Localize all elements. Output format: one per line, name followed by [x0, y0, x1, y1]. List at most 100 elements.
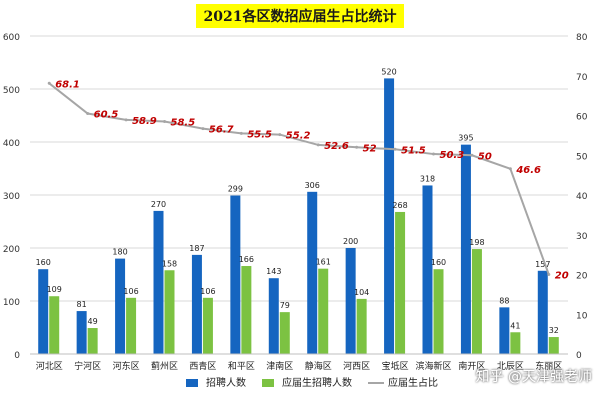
bar [126, 297, 137, 354]
bar [153, 210, 164, 354]
bar [279, 312, 290, 354]
line-point [124, 118, 128, 122]
bar-value-label: 268 [392, 201, 407, 210]
line-point [316, 143, 320, 147]
line-value-label: 50.3 [440, 150, 465, 161]
y-left-tick-label: 200 [3, 245, 20, 255]
bar [422, 185, 433, 354]
line-value-label: 50 [478, 151, 492, 162]
bar-value-label: 109 [47, 285, 62, 294]
x-tick-label: 北辰区 [497, 361, 524, 372]
legend-swatch [186, 379, 198, 387]
bar-value-label: 166 [239, 255, 254, 264]
line-point [470, 153, 474, 157]
y-right-tick-label: 30 [576, 232, 588, 242]
line-value-label: 68.1 [55, 79, 80, 90]
line-point [508, 167, 512, 171]
x-tick-label: 蓟州区 [151, 360, 178, 372]
bar [115, 258, 126, 354]
bar [230, 195, 241, 354]
x-tick-label: 河东区 [113, 360, 140, 372]
legend-label: 应届生招聘人数 [282, 376, 352, 389]
bar [202, 297, 213, 354]
y-right-tick-label: 50 [576, 152, 588, 162]
y-left-tick-label: 600 [3, 33, 20, 43]
y-left-tick-label: 500 [3, 86, 20, 96]
x-tick-label: 南开区 [458, 360, 485, 372]
line-point [201, 127, 205, 131]
bar [87, 328, 98, 354]
legend-swatch [262, 379, 274, 387]
bar-value-label: 270 [151, 200, 166, 209]
bar [164, 270, 175, 354]
x-tick-label: 滨海新区 [415, 360, 451, 372]
bar-value-label: 158 [162, 259, 177, 268]
bar-value-label: 299 [228, 185, 243, 194]
line-value-label: 52 [363, 143, 377, 154]
line-value-label: 46.6 [515, 165, 541, 176]
bar [384, 78, 395, 355]
line-point [278, 133, 282, 137]
bar-value-label: 160 [431, 258, 446, 267]
bar [49, 296, 60, 354]
y-left-tick-label: 400 [3, 139, 20, 149]
bar-value-label: 88 [499, 296, 509, 305]
line-series [48, 82, 550, 275]
legend-label: 应届生占比 [388, 376, 438, 389]
line-point [355, 145, 359, 149]
y-left-tick-label: 0 [14, 351, 20, 361]
bar-value-label: 106 [123, 287, 138, 296]
bar-value-label: 32 [549, 326, 559, 335]
watermark: 知乎 @天津强老师 [475, 369, 592, 385]
line-value-label: 52.6 [324, 141, 349, 152]
bar [499, 307, 510, 354]
x-tick-label: 和平区 [228, 361, 255, 372]
y-right-tick-label: 10 [576, 311, 588, 321]
bar-value-label: 200 [343, 237, 358, 246]
line-point [547, 273, 551, 276]
bar-value-label: 161 [316, 258, 331, 267]
line-point [47, 81, 51, 85]
bar-value-label: 160 [36, 258, 51, 267]
x-tick-label: 西青区 [189, 360, 216, 372]
bar [268, 278, 279, 354]
bar-value-label: 81 [77, 300, 87, 309]
bar [241, 266, 252, 354]
line-point [163, 119, 166, 123]
y-right-tick-label: 40 [576, 192, 588, 202]
line-point [393, 147, 397, 151]
y-right-tick-label: 0 [576, 351, 582, 361]
x-tick-label: 静海区 [305, 360, 332, 372]
y-left-tick-label: 100 [3, 298, 20, 308]
bar-value-label: 143 [266, 267, 281, 276]
x-tick-label: 宁河区 [74, 360, 101, 372]
bar-value-label: 180 [112, 248, 127, 257]
bar [307, 191, 318, 354]
y-right-tick-label: 20 [576, 272, 588, 282]
bar [548, 337, 559, 354]
line-value-label: 20 [555, 271, 569, 282]
y-right-tick-label: 70 [576, 73, 588, 83]
bar-value-label: 49 [88, 317, 98, 326]
y-right-tick-label: 60 [576, 113, 588, 123]
bar [356, 298, 367, 354]
x-tick-label: 河西区 [343, 360, 370, 372]
bar-value-label: 104 [354, 288, 369, 297]
line-value-label: 58.5 [171, 117, 196, 128]
bar-value-label: 41 [510, 321, 520, 330]
bar-value-label: 306 [305, 181, 320, 190]
bar [318, 268, 329, 354]
x-tick-label: 东丽区 [535, 360, 562, 372]
line-point [239, 131, 243, 135]
bar-value-label: 198 [469, 238, 484, 247]
bar [510, 332, 521, 354]
line-value-label: 55.5 [247, 129, 272, 140]
line-point [432, 152, 435, 156]
line-value-label: 55.2 [286, 131, 311, 142]
chart-title-wrap: 2021各区数招应届生占比统计 [0, 4, 600, 28]
bar [433, 269, 444, 354]
line-point [86, 112, 90, 116]
bar-value-label: 318 [420, 174, 435, 183]
bar [76, 311, 87, 354]
